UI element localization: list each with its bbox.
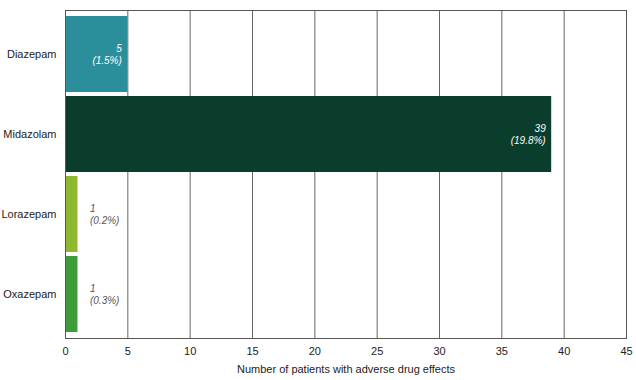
svg-text:Oxazepam: Oxazepam [3, 288, 56, 300]
svg-text:1(0.2%): 1(0.2%) [90, 203, 119, 226]
svg-text:39(19.8%): 39(19.8%) [511, 123, 546, 145]
svg-text:5: 5 [125, 345, 131, 357]
svg-text:5(1.5%): 5(1.5%) [92, 43, 122, 66]
svg-text:15: 15 [246, 345, 258, 357]
svg-text:40: 40 [558, 345, 570, 357]
svg-text:0: 0 [62, 345, 68, 357]
svg-text:Lorazepam: Lorazepam [1, 208, 56, 220]
svg-text:25: 25 [371, 345, 383, 357]
svg-text:30: 30 [433, 345, 445, 357]
svg-text:10: 10 [184, 345, 196, 357]
svg-text:35: 35 [496, 345, 508, 357]
svg-text:Midazolam: Midazolam [3, 128, 56, 140]
svg-text:1(0.3%): 1(0.3%) [90, 283, 119, 306]
svg-text:45: 45 [620, 345, 632, 357]
svg-text:20: 20 [309, 345, 321, 357]
svg-text:Diazepam: Diazepam [7, 48, 57, 60]
svg-text:Number of patients with advers: Number of patients with adverse drug eff… [237, 363, 456, 375]
